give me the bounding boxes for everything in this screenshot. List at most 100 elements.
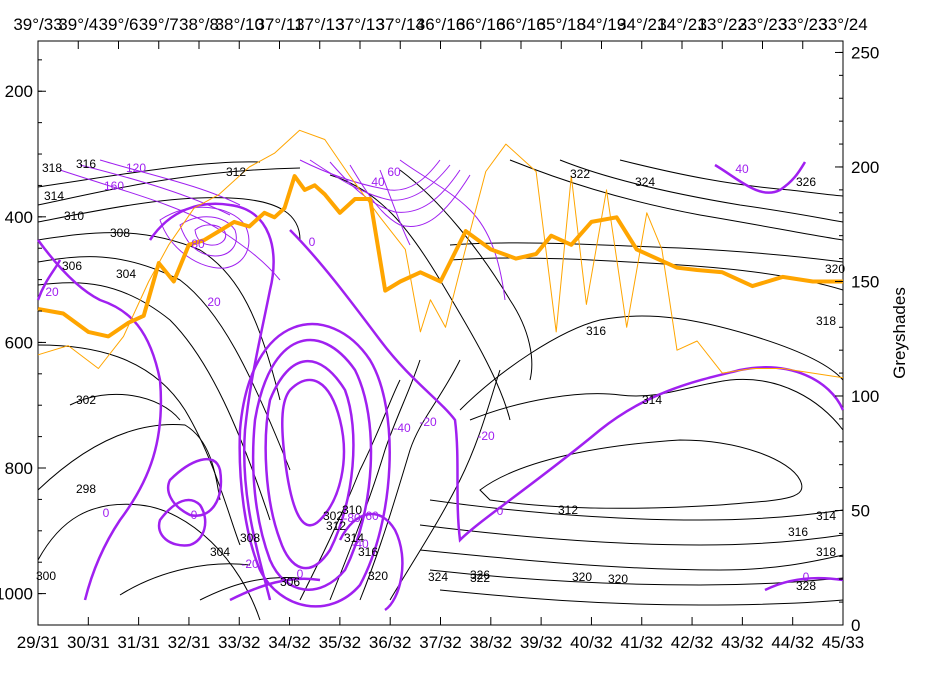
bottom-tick-label: 45/33 <box>822 633 865 652</box>
omega-contour-thin <box>59 169 281 281</box>
bottom-tick-label: 35/32 <box>319 633 362 652</box>
omega-contour-thin <box>379 169 411 246</box>
omega-label: -40 <box>393 421 411 435</box>
omega-label: 120 <box>126 161 146 175</box>
omega-contour-thick <box>229 577 321 602</box>
top-tick-label: 33°/24 <box>818 15 867 34</box>
isentrope-label: 310 <box>342 503 362 517</box>
isentrope-label: 314 <box>816 509 836 523</box>
plot-frame <box>37 40 844 626</box>
isentrope-label: 302 <box>76 393 96 407</box>
contour-labels: 318 3163123143103083063043022983003023223… <box>36 157 845 593</box>
isentrope-label: 302 <box>323 509 343 523</box>
omega-contour-thick <box>166 458 223 518</box>
isentrope-line <box>619 159 844 197</box>
omega-contour-thick <box>148 202 275 601</box>
top-tick-label: 34°/21 <box>617 15 666 34</box>
bottom-tick-label: 30/31 <box>67 633 110 652</box>
isentrope-label: 324 <box>428 570 448 584</box>
top-tick-label: 39°/6 <box>99 15 139 34</box>
omega-contour-thin <box>349 164 471 227</box>
isentrope-label: 304 <box>116 267 136 281</box>
bottom-tick-label: 43/32 <box>721 633 764 652</box>
right-tick-label: 150 <box>851 272 879 291</box>
bottom-tick-label: 31/31 <box>117 633 160 652</box>
isentrope-label: 306 <box>62 259 82 273</box>
top-tick-label: 36°/16 <box>456 15 505 34</box>
isentrope-line <box>37 423 221 501</box>
omega-label: 0 <box>191 508 198 522</box>
omega-label: 160 <box>104 179 124 193</box>
bottom-tick-label: 42/32 <box>671 633 714 652</box>
top-tick-label: 33°/23 <box>738 15 787 34</box>
isentrope-label: 324 <box>635 175 655 189</box>
isentrope-line <box>37 256 291 471</box>
isentrope-label: 314 <box>44 189 64 203</box>
isentrope-label: 312 <box>226 165 246 179</box>
omega-label: -20 <box>477 429 495 443</box>
omega-label: -20 <box>241 557 259 571</box>
isentrope-line <box>37 167 301 206</box>
isentrope-line <box>439 589 844 606</box>
omega-contour-thick <box>338 512 404 612</box>
isentrope-label: 322 <box>570 167 590 181</box>
omega-contour-thin <box>179 216 237 257</box>
top-tick-label: 36°/16 <box>416 15 465 34</box>
top-tick-label: 39°/4 <box>58 15 98 34</box>
isentrope-label: 322 <box>470 571 490 585</box>
isentrope-label: 316 <box>788 525 808 539</box>
omega-contour-thick <box>36 259 62 301</box>
isentrope-label: 308 <box>240 531 260 545</box>
isentrope-line <box>459 315 844 411</box>
omega-contour-thin <box>399 159 506 301</box>
omega-contour-thick <box>251 338 373 591</box>
left-tick-label: 200 <box>5 82 33 101</box>
isentrope-label: 310 <box>64 209 84 223</box>
omega-label: -40 <box>351 537 369 551</box>
left-tick-label: 600 <box>5 333 33 352</box>
right-axis-title: Greyshades <box>890 287 909 379</box>
isentrope-label: 320 <box>608 572 628 586</box>
omega-contour-thick <box>264 360 355 570</box>
omega-contour-thick <box>714 161 807 194</box>
greyshade-series <box>37 129 844 379</box>
isentrope-label: 308 <box>110 226 130 240</box>
isentrope-label: 318 <box>816 314 836 328</box>
isentrope-label: 304 <box>210 545 230 559</box>
isentrope-label: 298 <box>76 482 96 496</box>
isentrope-line <box>479 439 803 509</box>
isentrope-label: 314 <box>642 393 662 407</box>
top-tick-label: 37°/13 <box>295 15 344 34</box>
omega-contour-thin <box>329 161 461 213</box>
omega-label: 20 <box>207 295 221 309</box>
isentrope-line <box>37 232 281 401</box>
bottom-tick-label: 36/32 <box>369 633 412 652</box>
potential-temperature-contours <box>37 159 844 621</box>
isentrope-label: 318 <box>42 161 62 175</box>
bottom-tick-label: 33/32 <box>218 633 261 652</box>
bottom-tick-label: 40/32 <box>570 633 613 652</box>
bottom-tick-label: 41/32 <box>620 633 663 652</box>
isentrope-line <box>449 257 844 291</box>
isentrope-label: 326 <box>470 568 490 582</box>
bottom-tick-label: 39/32 <box>520 633 563 652</box>
omega-label: -80 <box>343 511 361 525</box>
omega-label: 0 <box>309 235 316 249</box>
omega-label: 0 <box>497 504 504 518</box>
top-tick-label: 34°/19 <box>577 15 626 34</box>
greyshade-series-thick <box>37 174 843 339</box>
isentrope-label: 326 <box>796 175 816 189</box>
isentrope-line <box>199 576 301 601</box>
omega-label: 40 <box>371 175 385 189</box>
top-tick-label: 33°/23 <box>778 15 827 34</box>
isentrope-label: 306 <box>280 575 300 589</box>
isentrope-label: 316 <box>76 157 96 171</box>
isentrope-line <box>329 359 421 601</box>
omega-label: 80 <box>191 237 205 251</box>
isentrope-line <box>429 569 844 586</box>
isentrope-line <box>389 369 501 601</box>
isentrope-line <box>37 161 261 188</box>
right-tick-label: 50 <box>851 501 870 520</box>
bottom-tick-label: 32/31 <box>168 633 211 652</box>
isentrope-label: 312 <box>326 519 346 533</box>
